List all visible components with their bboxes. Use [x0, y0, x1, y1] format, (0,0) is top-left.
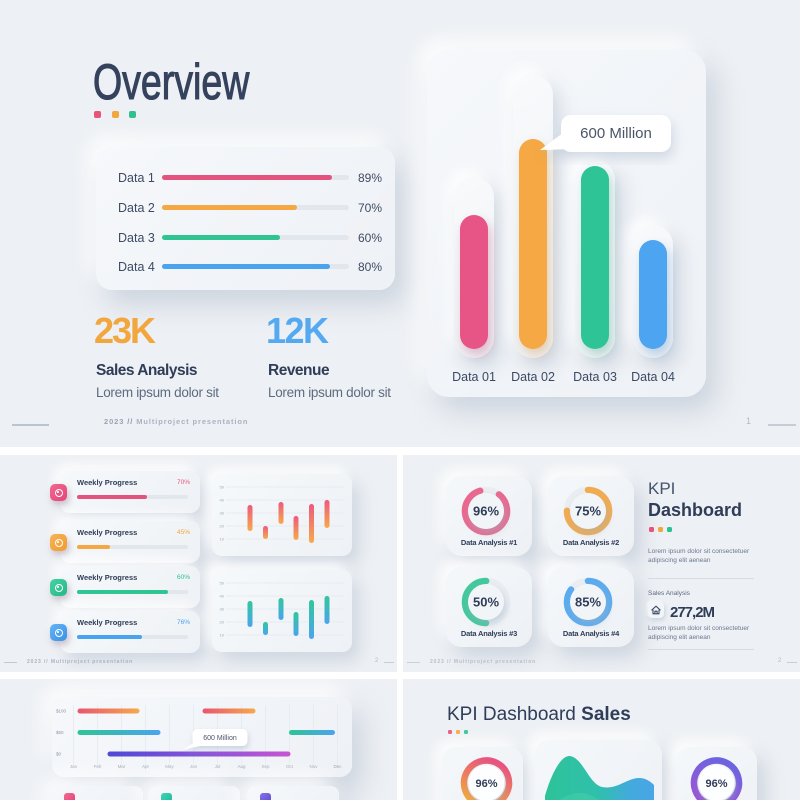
svg-text:10: 10: [220, 537, 225, 542]
svg-text:Nov: Nov: [309, 764, 318, 769]
svg-text:Jan: Jan: [70, 764, 78, 769]
svg-text:10: 10: [220, 633, 225, 638]
svg-text:Feb: Feb: [94, 764, 102, 769]
svg-text:75%: 75%: [575, 504, 601, 519]
svg-text:May: May: [165, 764, 174, 769]
svg-text:$50: $50: [56, 730, 64, 735]
svg-text:Aug: Aug: [237, 764, 246, 769]
svg-text:40: 40: [220, 498, 225, 503]
svg-text:$0: $0: [56, 752, 62, 757]
svg-text:20: 20: [220, 620, 225, 625]
svg-text:50: 50: [220, 485, 225, 490]
svg-text:96%: 96%: [473, 504, 499, 519]
svg-text:600 Million: 600 Million: [203, 735, 237, 742]
svg-text:Dec: Dec: [333, 764, 342, 769]
svg-text:Jun: Jun: [190, 764, 198, 769]
svg-text:Jul: Jul: [215, 764, 221, 769]
svg-text:50: 50: [220, 581, 225, 586]
svg-text:20: 20: [220, 524, 225, 529]
svg-text:30: 30: [220, 511, 225, 516]
svg-text:40: 40: [220, 594, 225, 599]
svg-text:Sep: Sep: [261, 764, 270, 769]
svg-text:85%: 85%: [575, 595, 601, 610]
svg-text:96%: 96%: [475, 778, 497, 790]
svg-text:Oct: Oct: [286, 764, 294, 769]
svg-text:Apr: Apr: [142, 764, 150, 769]
svg-text:30: 30: [220, 607, 225, 612]
svg-text:96%: 96%: [705, 778, 727, 790]
svg-text:Mar: Mar: [118, 764, 126, 769]
svg-text:$100: $100: [56, 709, 67, 714]
svg-text:50%: 50%: [473, 595, 499, 610]
